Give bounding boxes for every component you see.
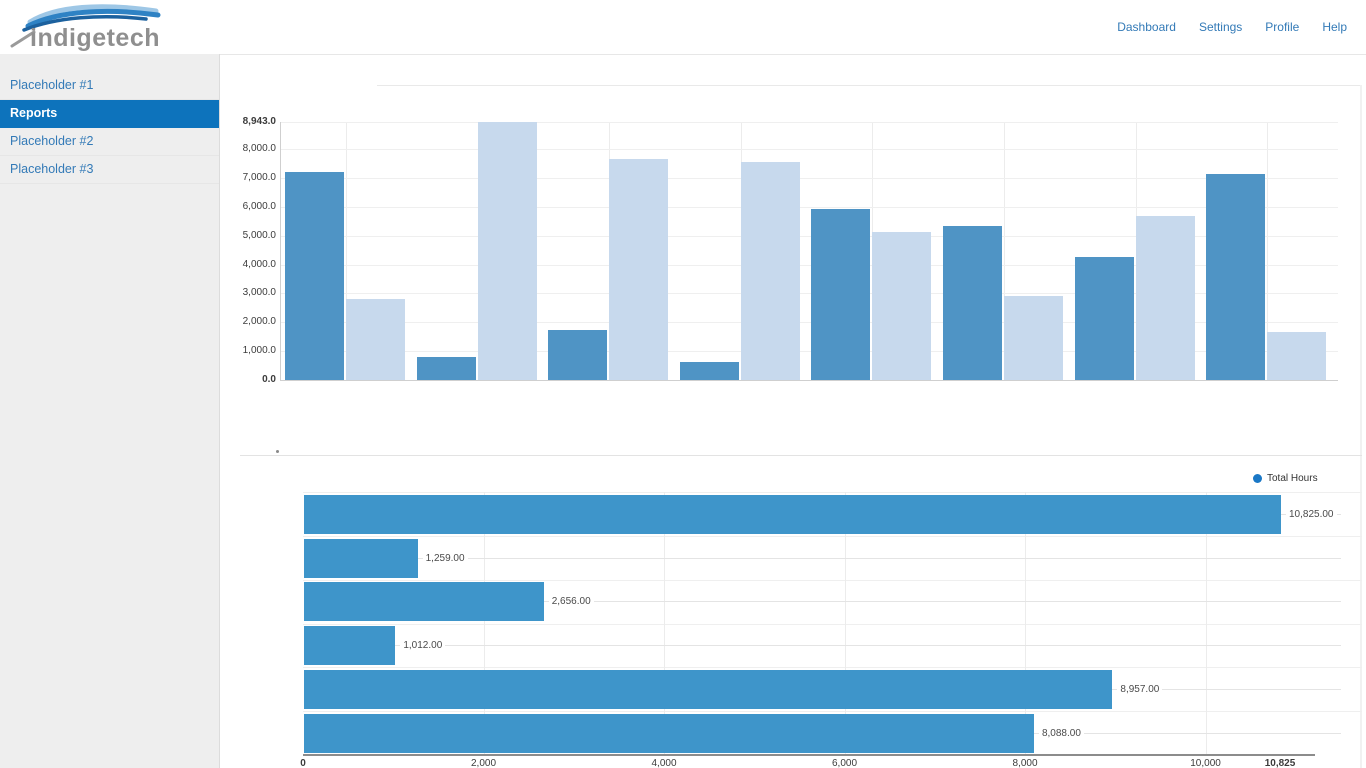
x-axis-line [303,754,1315,756]
bar-dark[interactable] [679,361,739,380]
nav-link-profile[interactable]: Profile [1265,20,1300,34]
y-axis-tick-label: 8,000.0 [242,143,276,155]
bar-value-label: 1,012.00 [400,639,446,653]
bar-light[interactable] [346,298,405,380]
x-axis-tick-label: 2,000 [470,758,497,768]
gridline-horizontal [281,206,1338,208]
bar-light[interactable] [1004,295,1063,380]
legend-label: Total Hours [1267,473,1318,484]
gridline-vertical [1267,122,1269,380]
bar-light[interactable] [1267,332,1327,380]
gridline-horizontal [281,293,1338,295]
bar-light[interactable] [477,122,537,380]
right-edge-line [1360,85,1362,768]
value-leader-line [417,557,1341,559]
bar-light[interactable] [740,161,800,380]
y-axis-tick-label: 7,000.0 [242,172,276,184]
bar-value-label: 8,957.00 [1117,682,1163,696]
brand-logo[interactable]: indigetech [6,2,186,52]
x-axis-tick-label: 8,000 [1012,758,1038,768]
gridline-horizontal [281,178,1338,180]
gridline-horizontal [303,711,1362,712]
horizontal-bar[interactable] [304,582,544,622]
bar-light[interactable] [609,159,669,380]
nav-link-help[interactable]: Help [1322,20,1347,34]
gridline-horizontal [303,536,1362,538]
x-axis-tick-label: 10,000 [1190,758,1221,768]
brand-name: indigetech [30,24,161,52]
wave-swoosh-icon [10,4,161,48]
bar-dark[interactable] [416,357,476,380]
gridline-horizontal [303,579,1362,581]
y-axis-tick-label: 2,000.0 [242,316,276,328]
legend-total-hours[interactable]: Total Hours [1253,473,1318,484]
gridline-horizontal [281,149,1338,151]
bar-dark[interactable] [1206,174,1266,380]
bar-value-label: 10,825.00 [1286,508,1337,521]
gridline-vertical [346,122,347,380]
gridline-horizontal [281,264,1338,266]
value-leader-line [1033,732,1341,734]
value-leader-line [1112,688,1341,690]
panel-divider-dot [276,450,279,453]
bar-dark[interactable] [548,329,608,380]
top-nav: Dashboard Settings Profile Help [1117,0,1347,54]
x-axis-tick-label: 0 [300,758,306,768]
x-axis-tick-label: 6,000 [832,758,858,768]
horizontal-bar[interactable] [304,538,418,578]
nav-link-dashboard[interactable]: Dashboard [1117,20,1176,34]
horizontal-bar[interactable] [304,626,396,666]
gridline-horizontal [281,235,1338,237]
bar-dark[interactable] [943,225,1002,380]
bar-dark[interactable] [285,172,344,380]
nav-link-settings[interactable]: Settings [1198,20,1243,34]
value-leader-line [395,645,1341,647]
gridline-horizontal [281,351,1338,353]
y-axis-tick-label: 4,000.0 [242,258,276,270]
legend-dot-icon [1253,474,1262,483]
gridline-vertical [1205,492,1207,755]
gridline-vertical [483,492,485,755]
grouped-bar-chart-plot [280,122,1338,381]
bar-value-label: 8,088.00 [1038,726,1084,740]
x-axis-tick-label: 10,825 [1264,758,1296,768]
sidebar-item-placeholder-2[interactable]: Placeholder #2 [0,128,219,156]
horizontal-bar[interactable] [304,495,1281,534]
bar-light[interactable] [1135,216,1195,380]
gridline-vertical [664,492,666,755]
gridline-vertical [1025,492,1027,755]
gridline-horizontal [303,667,1362,669]
y-axis-tick-label: 0.0 [262,374,276,385]
header: indigetech Dashboard Settings Profile He… [0,0,1366,55]
bar-dark[interactable] [1074,257,1134,380]
gridline-vertical [1004,122,1005,380]
gridline-horizontal [281,122,1338,123]
gridline-vertical [844,492,846,755]
value-leader-line [543,601,1341,603]
y-axis-tick-label: 8,943.0 [242,116,276,127]
panel-divider [240,455,1362,456]
y-axis-tick-label: 3,000.0 [242,287,276,299]
bar-dark[interactable] [811,209,871,380]
sidebar-item-reports[interactable]: Reports [0,100,219,128]
bar-value-label: 2,656.00 [548,595,594,609]
gridline-horizontal [281,322,1338,324]
horizontal-bar[interactable] [304,669,1113,709]
y-axis-tick-label: 5,000.0 [242,229,276,241]
horizontal-bar[interactable] [304,713,1034,753]
y-axis-tick-label: 1,000.0 [242,345,276,357]
gridline-horizontal [303,623,1362,625]
y-axis-tick-label: 6,000.0 [242,200,276,212]
x-axis-tick-label: 4,000 [651,758,677,768]
sidebar-item-placeholder-3[interactable]: Placeholder #3 [0,156,219,184]
gridline-horizontal [303,492,1362,493]
sidebar: Placeholder #1 Reports Placeholder #2 Pl… [0,54,220,768]
bar-value-label: 1,259.00 [422,551,468,565]
bar-light[interactable] [872,232,932,380]
chart-panel-top-border [377,85,1362,86]
sidebar-item-placeholder-1[interactable]: Placeholder #1 [0,72,219,100]
